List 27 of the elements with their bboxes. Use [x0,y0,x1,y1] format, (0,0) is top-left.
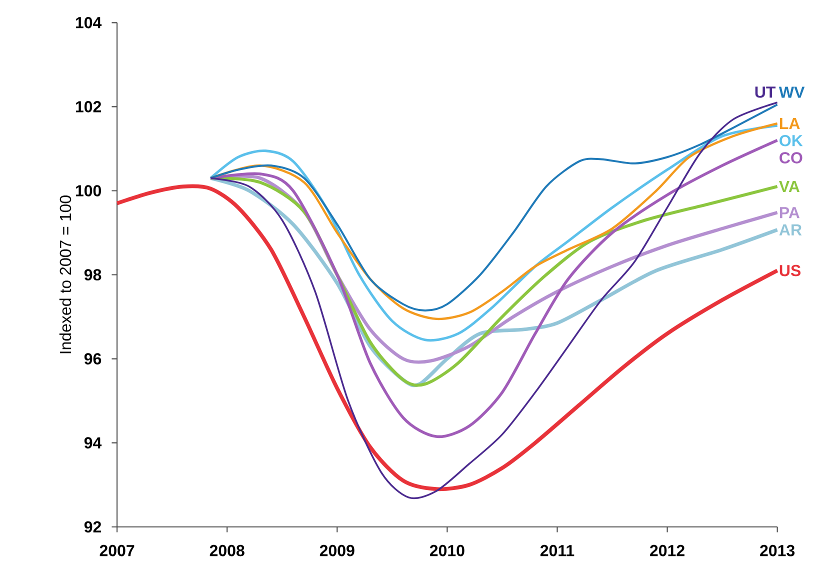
y-tick-label: 102 [76,101,102,112]
line-series [115,184,780,492]
series-label: US [780,264,801,276]
series-label: AR [779,224,802,236]
series-label: LA [780,118,800,130]
x-tick-label: 2011 [540,544,574,556]
series-label: WV [778,86,805,98]
x-tick-label: 2008 [210,544,244,556]
series-label: CO [780,152,802,164]
x-tick-label: 2010 [430,544,464,556]
series-label: PA [780,207,800,218]
series-label: VA [779,181,800,192]
y-tick-label: 100 [76,185,102,196]
y-tick-label: 104 [76,17,102,28]
y-tick-label: 92 [84,521,102,533]
line-series [210,102,778,500]
x-tick-label: 2013 [760,544,795,556]
x-tick-label: 2007 [100,544,134,556]
y-axis-title: Indexed to 2007 = 100 [59,196,72,354]
y-tick-label: 96 [84,353,102,365]
y-tick-label: 98 [84,269,102,280]
line-series [209,138,779,438]
series-label: UT [755,86,776,98]
x-tick-label: 2009 [320,544,354,556]
x-tick-label: 2012 [650,544,684,556]
series-label: OK [780,135,803,146]
y-tick-label: 94 [84,437,102,449]
